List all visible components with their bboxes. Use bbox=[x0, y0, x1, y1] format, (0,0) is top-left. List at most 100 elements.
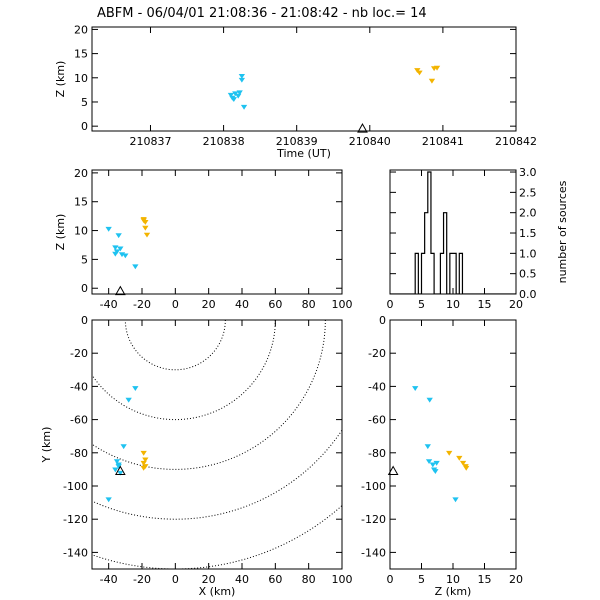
y-tick-label: -100 bbox=[63, 480, 88, 493]
x-tick-label: 20 bbox=[509, 573, 523, 586]
x-axis-label: Z (km) bbox=[435, 585, 472, 598]
station-marker bbox=[387, 465, 399, 476]
x-tick-label: -20 bbox=[133, 298, 151, 311]
y-tick-label: 0 bbox=[81, 120, 88, 133]
source-point bbox=[105, 497, 112, 503]
station-marker bbox=[114, 285, 126, 296]
x-tick-label: 5 bbox=[418, 573, 425, 586]
y-axis-label: Z (km) bbox=[54, 214, 67, 251]
source-point bbox=[414, 68, 421, 74]
x-tick-label: 210841 bbox=[422, 135, 464, 148]
source-point bbox=[117, 246, 124, 252]
source-point bbox=[433, 65, 441, 71]
y-tick-label: 2.0 bbox=[519, 207, 537, 220]
x-tick-label: 20 bbox=[202, 298, 216, 311]
y-tick-label: -40 bbox=[70, 380, 88, 393]
source-point bbox=[412, 386, 419, 392]
x-tick-label: 60 bbox=[268, 573, 282, 586]
source-point bbox=[428, 78, 436, 84]
x-tick-label: 20 bbox=[202, 573, 216, 586]
source-point bbox=[452, 497, 459, 503]
y-tick-label: 15 bbox=[74, 48, 88, 61]
x-tick-label: 0 bbox=[172, 298, 179, 311]
plot-area bbox=[92, 320, 342, 569]
x-tick-label: 80 bbox=[302, 298, 316, 311]
x-tick-label: 15 bbox=[478, 573, 492, 586]
source-point bbox=[120, 444, 127, 450]
x-tick-label: 10 bbox=[446, 298, 460, 311]
panel-frame bbox=[389, 319, 517, 570]
y-tick-label: 0.5 bbox=[519, 268, 537, 281]
source-point bbox=[463, 465, 470, 471]
panel-x-z: -40 -20 0 20 40 60 80 100 0 5 10 15 20 Z (km) bbox=[54, 167, 353, 311]
panel-frame bbox=[91, 169, 343, 295]
source-point bbox=[113, 249, 121, 255]
x-tick-label: 60 bbox=[268, 298, 282, 311]
source-point bbox=[112, 467, 119, 473]
source-point bbox=[143, 232, 151, 238]
source-point bbox=[230, 97, 237, 103]
x-tick-label: 0 bbox=[172, 573, 179, 586]
x-tick-label: 10 bbox=[446, 573, 460, 586]
source-point bbox=[446, 450, 453, 456]
source-point bbox=[142, 457, 149, 463]
histogram-steps bbox=[390, 171, 516, 294]
source-point bbox=[432, 469, 439, 475]
source-point bbox=[132, 386, 139, 392]
panel-frame bbox=[91, 26, 517, 132]
panel-frame bbox=[91, 319, 343, 570]
source-point bbox=[433, 460, 440, 466]
source-point bbox=[125, 397, 132, 403]
source-point bbox=[459, 460, 467, 466]
x-tick-label: -40 bbox=[100, 573, 118, 586]
x-tick-label: 40 bbox=[235, 573, 249, 586]
source-point bbox=[235, 93, 242, 99]
y-tick-label: -40 bbox=[368, 380, 386, 393]
source-point bbox=[425, 459, 433, 465]
x-tick-label: 0 bbox=[387, 573, 394, 586]
y-tick-label: 0 bbox=[81, 314, 88, 327]
y-tick-label: 1.5 bbox=[519, 227, 537, 240]
y-axis-label: Y (km) bbox=[40, 427, 53, 464]
source-point bbox=[105, 226, 112, 232]
x-tick-label: 210842 bbox=[495, 135, 537, 148]
x-axis-label: Time (UT) bbox=[276, 147, 331, 160]
x-tick-label: 80 bbox=[302, 573, 316, 586]
y-tick-label: 5 bbox=[81, 253, 88, 266]
x-tick-label: 210838 bbox=[203, 135, 245, 148]
x-tick-label: 210837 bbox=[129, 135, 171, 148]
y-tick-label: 5 bbox=[81, 96, 88, 109]
panel-z-histogram: 0 5 10 15 200.0 0.5 1.0 1.5 2.0 2.5 3.0 number of s… bbox=[387, 166, 570, 311]
source-point bbox=[113, 459, 121, 465]
range-contour bbox=[124, 320, 226, 371]
x-tick-label: 0 bbox=[387, 298, 394, 311]
range-contour bbox=[92, 320, 276, 421]
x-tick-label: 20 bbox=[509, 298, 523, 311]
source-point bbox=[227, 92, 235, 98]
y-axis-label: Z (km) bbox=[54, 61, 67, 98]
y-tick-label: -80 bbox=[368, 447, 386, 460]
x-tick-label: 100 bbox=[332, 298, 353, 311]
panel-x-y: -40 -20 0 20 40 60 80 100 0 -20 -40 -60 -80 -100 -120 -… bbox=[40, 314, 353, 598]
y-tick-label: -80 bbox=[70, 447, 88, 460]
y-tick-label: -20 bbox=[368, 347, 386, 360]
y-tick-label: -100 bbox=[361, 480, 386, 493]
x-tick-label: 210840 bbox=[349, 135, 391, 148]
y-tick-label: 2.5 bbox=[519, 186, 537, 199]
y-tick-label: 3.0 bbox=[519, 166, 537, 179]
source-point bbox=[426, 397, 433, 403]
plot-area bbox=[105, 217, 151, 270]
y-tick-label: -140 bbox=[361, 546, 386, 559]
y-tick-label: 20 bbox=[74, 167, 88, 180]
source-point bbox=[416, 70, 423, 76]
source-point bbox=[456, 455, 463, 461]
source-point bbox=[112, 251, 119, 257]
station-marker bbox=[357, 123, 368, 133]
x-tick-label: 100 bbox=[332, 573, 353, 586]
source-point bbox=[117, 470, 124, 476]
y-tick-label: -120 bbox=[361, 513, 386, 526]
x-tick-label: 15 bbox=[478, 298, 492, 311]
chart-title: ABFM - 06/04/01 21:08:36 - 21:08:42 - nb… bbox=[97, 6, 427, 21]
y-tick-label: -140 bbox=[63, 546, 88, 559]
y-tick-label: 20 bbox=[74, 23, 88, 36]
